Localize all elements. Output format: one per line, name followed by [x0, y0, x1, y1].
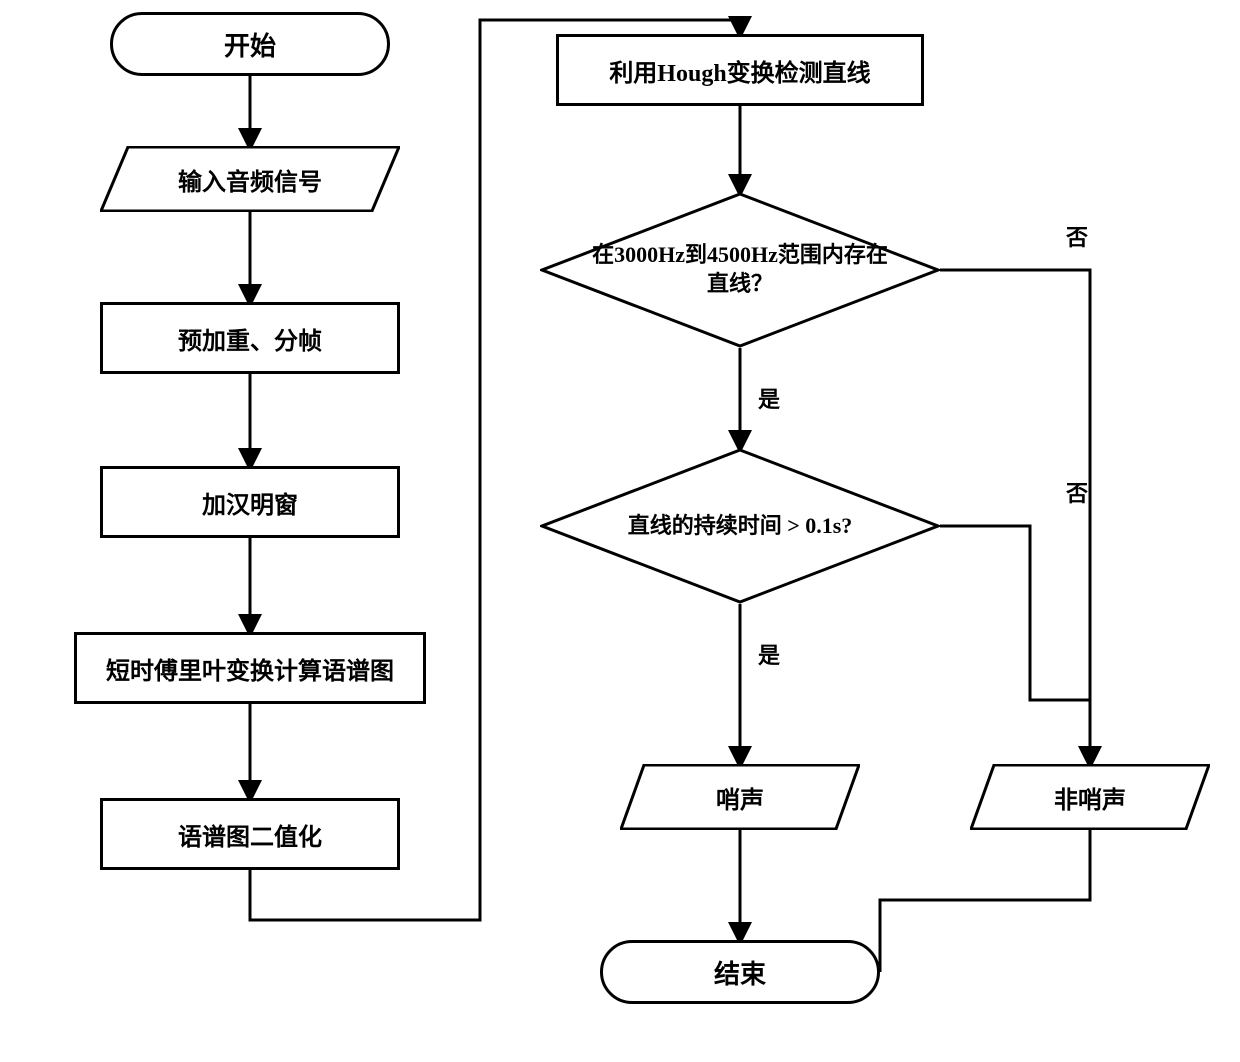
connector-9 [940, 270, 1090, 764]
node-hamming-label: 加汉明窗 [202, 485, 298, 520]
node-dec1-label: 在3000Hz到4500Hz范围内存在直线？ [590, 241, 890, 298]
edge-label-d2_yes: 是 [758, 638, 780, 670]
node-pre: 预加重、分帧 [100, 302, 400, 374]
node-end: 结束 [600, 940, 880, 1004]
node-start-label: 开始 [224, 26, 276, 63]
node-input: 输入音频信号 [100, 146, 400, 212]
node-stft: 短时傅里叶变换计算语谱图 [74, 632, 426, 704]
node-stft-label: 短时傅里叶变换计算语谱图 [106, 651, 394, 686]
node-hamming: 加汉明窗 [100, 466, 400, 538]
node-binarize: 语谱图二值化 [100, 798, 400, 870]
node-pre-label: 预加重、分帧 [178, 321, 322, 356]
edge-label-d2_yes-text: 是 [758, 643, 780, 668]
connector-12 [880, 830, 1090, 972]
node-end-label: 结束 [714, 954, 766, 991]
node-binarize-label: 语谱图二值化 [178, 817, 322, 852]
node-dec2-label: 直线的持续时间 > 0.1s? [628, 512, 853, 541]
connector-10 [940, 526, 1090, 700]
edge-label-d2_no-text: 否 [1066, 481, 1088, 506]
edge-label-d2_no: 否 [1066, 476, 1088, 508]
edge-label-d1_no-text: 否 [1066, 225, 1088, 250]
node-out_no-label: 非哨声 [1054, 780, 1126, 815]
node-out_no: 非哨声 [970, 764, 1210, 830]
edge-label-d1_no: 否 [1066, 220, 1088, 252]
node-out_yes: 哨声 [620, 764, 860, 830]
node-input-label: 输入音频信号 [178, 162, 322, 197]
node-dec2: 直线的持续时间 > 0.1s? [540, 448, 940, 604]
edge-label-d1_yes-text: 是 [758, 387, 780, 412]
node-hough-label: 利用Hough变换检测直线 [609, 53, 870, 88]
node-start: 开始 [110, 12, 390, 76]
node-dec1: 在3000Hz到4500Hz范围内存在直线？ [540, 192, 940, 348]
node-hough: 利用Hough变换检测直线 [556, 34, 924, 106]
node-out_yes-label: 哨声 [716, 780, 764, 815]
edge-label-d1_yes: 是 [758, 382, 780, 414]
